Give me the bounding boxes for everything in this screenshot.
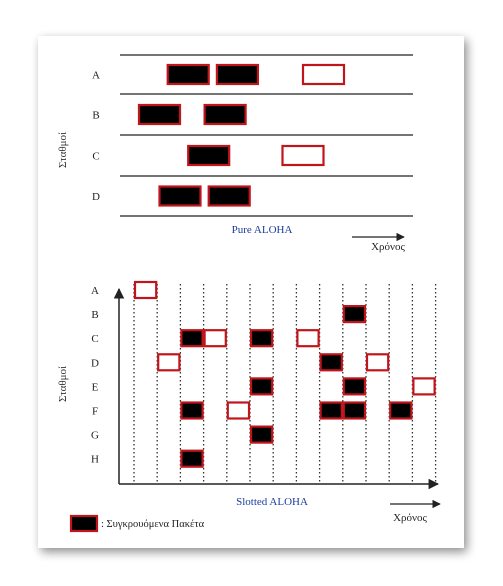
collided-packet	[180, 329, 204, 348]
collided-packet	[342, 401, 367, 420]
pure-station-label: A	[92, 70, 100, 82]
successful-packet	[296, 329, 320, 348]
pure-station-label: B	[92, 110, 99, 122]
collided-packet	[187, 144, 231, 167]
collided-packet	[319, 353, 343, 372]
diagram-panel	[38, 36, 464, 548]
collided-packet	[158, 185, 202, 207]
pure-aloha-diagram: A B C D Σταθμοί Pure ALOHA Χρόνος	[57, 54, 413, 253]
legend-swatch-collided	[69, 514, 99, 533]
collided-packet	[249, 377, 274, 396]
slotted-caption: Slotted ALOHA	[236, 496, 308, 508]
collided-packet	[342, 377, 367, 396]
collided-packet	[389, 401, 413, 420]
successful-packet	[203, 329, 227, 348]
collided-packet	[319, 401, 343, 420]
slotted-station-label: F	[92, 406, 98, 418]
slotted-y-axis-label: Σταθμοί	[57, 366, 69, 402]
successful-packet	[281, 144, 325, 167]
collided-packet	[207, 185, 251, 207]
legend: : Συγκρουόμενα Πακέτα	[69, 514, 205, 533]
slotted-station-label: B	[91, 309, 98, 321]
slotted-station-label: A	[91, 285, 99, 297]
collided-packet	[166, 63, 210, 86]
collided-packet	[180, 449, 204, 468]
successful-packet	[412, 377, 436, 396]
pure-y-axis-label: Σταθμοί	[57, 132, 69, 168]
successful-packet	[226, 401, 251, 420]
collided-packet	[249, 329, 274, 348]
pure-station-label: C	[92, 151, 99, 163]
successful-packet	[133, 280, 158, 300]
collided-packet	[249, 425, 274, 444]
collided-packet	[137, 103, 182, 126]
pure-station-label: D	[92, 191, 100, 203]
collided-packet	[215, 63, 259, 86]
slotted-station-label: C	[91, 333, 98, 345]
slotted-time-label: Χρόνος	[393, 512, 427, 524]
slotted-station-label: D	[91, 357, 99, 369]
collided-packet	[203, 103, 247, 126]
successful-packet	[365, 353, 390, 372]
pure-time-label: Χρόνος	[371, 241, 405, 253]
collided-packet	[342, 305, 367, 324]
legend-label: : Συγκρουόμενα Πακέτα	[101, 519, 205, 530]
pure-caption: Pure ALOHA	[232, 224, 293, 236]
slotted-station-label: E	[92, 381, 99, 393]
successful-packet	[301, 63, 346, 86]
slotted-station-label: H	[91, 454, 99, 466]
successful-packet	[157, 353, 181, 372]
collided-packet	[180, 401, 204, 420]
slotted-station-label: G	[91, 430, 99, 442]
